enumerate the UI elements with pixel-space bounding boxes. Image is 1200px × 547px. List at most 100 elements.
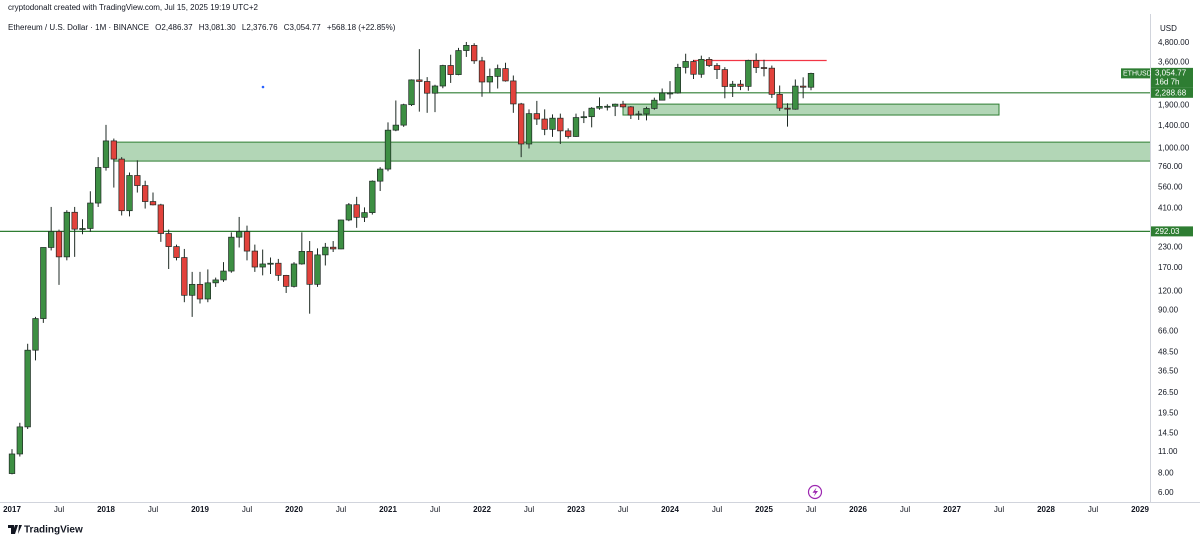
- candle-body: [48, 231, 55, 248]
- candle-body: [165, 233, 172, 247]
- low-label: L2,376.76: [242, 23, 278, 32]
- x-tick-label: Jul: [524, 505, 534, 514]
- symbol-line: Ethereum / U.S. Dollar · 1M · BINANCE O2…: [8, 23, 396, 32]
- candle-body: [753, 60, 760, 68]
- candle-body: [471, 45, 478, 62]
- x-tick-label: 2020: [285, 505, 303, 514]
- candle-body: [384, 129, 392, 170]
- candle-body: [377, 168, 384, 182]
- x-tick-label: Jul: [618, 505, 628, 514]
- x-tick-label: 2029: [1131, 505, 1149, 514]
- candle-body: [267, 262, 274, 265]
- candle-body: [134, 175, 141, 186]
- candle-body: [259, 263, 266, 268]
- candle-body: [95, 167, 102, 204]
- y-tick-label: 560.00: [1158, 183, 1183, 192]
- candle-body: [416, 79, 423, 82]
- price-tag-symbol: ETHUSD: [1123, 71, 1152, 78]
- candle-body: [55, 231, 63, 258]
- y-tick-label: 19.50: [1158, 409, 1179, 418]
- lightning-icon: [807, 484, 823, 500]
- candle-body: [643, 108, 650, 115]
- x-tick-label: Jul: [336, 505, 346, 514]
- x-tick-label: 2026: [849, 505, 867, 514]
- candle-body: [463, 45, 470, 51]
- price-tag-value: 3,054.77: [1155, 68, 1187, 77]
- candle-body: [557, 117, 564, 132]
- close-label: C3,054.77: [284, 23, 321, 32]
- candle-body: [518, 103, 525, 145]
- candle-body: [400, 104, 407, 126]
- x-tick-label: 2017: [3, 505, 21, 514]
- candle-body: [635, 113, 642, 116]
- candle-body: [157, 204, 164, 234]
- candle-body: [792, 85, 799, 110]
- x-tick-label: Jul: [54, 505, 64, 514]
- price-tag-bg: [1151, 67, 1193, 88]
- candle-body: [173, 246, 180, 258]
- candle-body: [549, 117, 556, 130]
- author-line: cryptodonalt created with TradingView.co…: [8, 3, 259, 12]
- candle-body: [533, 113, 540, 120]
- candle-body: [784, 107, 791, 110]
- y-tick-label: 170.00: [1158, 263, 1183, 272]
- price-label-bg: [1151, 87, 1193, 98]
- candle-body: [478, 60, 486, 83]
- candle-body: [275, 262, 282, 276]
- candle-body: [290, 263, 298, 287]
- price-label-bg: [1151, 226, 1193, 237]
- candle-body: [196, 283, 204, 300]
- x-tick-label: Jul: [712, 505, 722, 514]
- candle-body: [408, 79, 415, 106]
- candle-body: [737, 83, 744, 87]
- candle-body: [455, 50, 462, 75]
- x-tick-label: Jul: [242, 505, 252, 514]
- y-tick-label: 48.50: [1158, 347, 1179, 356]
- y-tick-label: 14.50: [1158, 429, 1179, 438]
- candle-body: [361, 212, 368, 218]
- x-tick-label: 2025: [755, 505, 773, 514]
- candle-body: [525, 113, 533, 145]
- x-tick-label: Jul: [994, 505, 1004, 514]
- candle-body: [204, 282, 211, 300]
- candle-body: [807, 73, 815, 88]
- candle-body: [392, 124, 399, 131]
- candle-body: [314, 254, 321, 285]
- candle-body: [142, 185, 149, 202]
- x-axis-labels: 2017 Jul 2018 Jul 2019 Jul 2020 Jul 2021 Jul 2022 J…: [3, 505, 1149, 514]
- x-tick-label: 2022: [473, 505, 491, 514]
- plot-area: [0, 41, 1150, 475]
- candle-body: [126, 175, 133, 212]
- candle-body: [306, 251, 313, 285]
- candle-body: [298, 251, 305, 265]
- x-tick-label: 2023: [567, 505, 585, 514]
- candle-body: [424, 81, 431, 94]
- candle-body: [251, 250, 258, 268]
- candle-body: [486, 76, 493, 83]
- candle-body: [24, 349, 31, 428]
- zone: [622, 103, 1000, 116]
- candle-body: [604, 105, 611, 108]
- price-tag-countdown: 16d 7h: [1155, 77, 1179, 86]
- candle-body: [588, 107, 595, 118]
- candle-body: [79, 228, 86, 230]
- candle-body: [228, 236, 235, 272]
- y-tick-label: 11.00: [1158, 447, 1178, 456]
- x-tick-label: 2028: [1037, 505, 1055, 514]
- candle-body: [353, 204, 360, 218]
- candle-body: [283, 274, 290, 287]
- candle-body: [674, 67, 681, 94]
- candle-body: [337, 219, 345, 250]
- candle-body: [690, 61, 697, 75]
- price-label: 2,288.68: [1155, 88, 1187, 97]
- candle-body: [612, 103, 619, 107]
- candle-body: [580, 116, 587, 119]
- candle-body: [243, 231, 251, 252]
- candle-body: [572, 117, 580, 137]
- y-tick-label: 26.50: [1158, 388, 1179, 397]
- candle-body: [721, 69, 728, 87]
- price-label: 292.03: [1155, 227, 1180, 236]
- candle-body: [439, 65, 446, 87]
- axes: 2,288.68 292.03 4,800.00 3,600.00 1,900.00 1,…: [1121, 38, 1193, 497]
- y-tick-label: 1,000.00: [1158, 144, 1190, 153]
